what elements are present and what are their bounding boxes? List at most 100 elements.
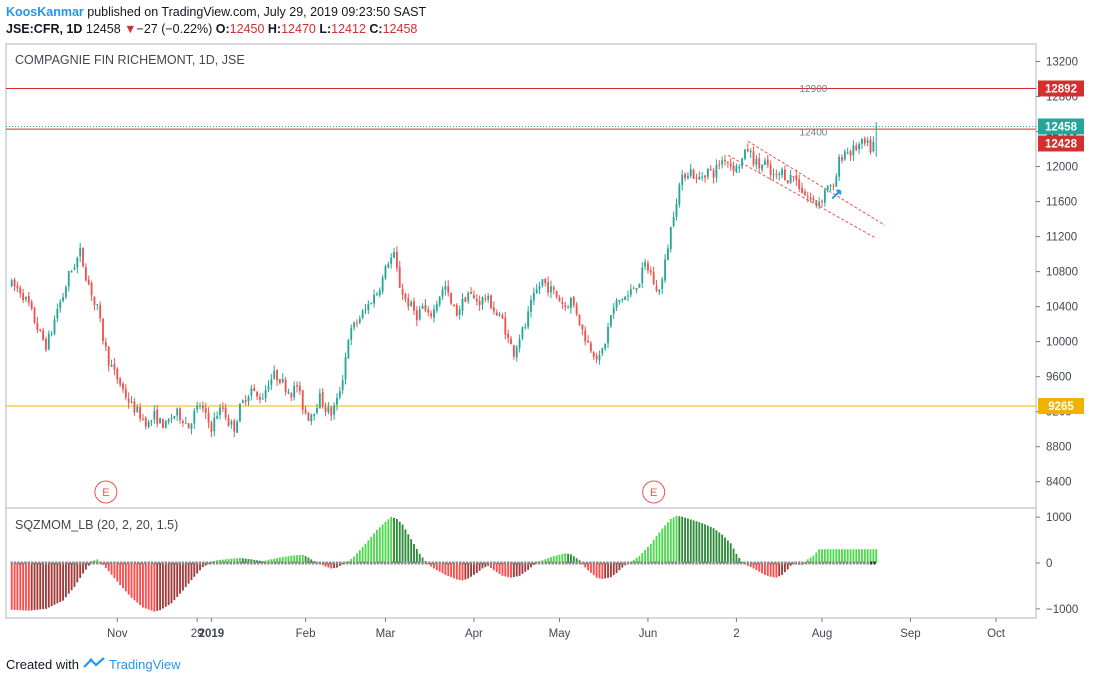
- candle-body: [53, 319, 56, 334]
- momentum-bar: [410, 539, 413, 563]
- momentum-bar: [738, 557, 741, 563]
- squeeze-dot: [558, 561, 561, 565]
- momentum-bar: [67, 563, 70, 594]
- candle-body: [207, 413, 210, 423]
- momentum-bar: [843, 549, 846, 563]
- price-label-text-3: 9265: [1048, 401, 1074, 413]
- squeeze-dot: [421, 561, 424, 565]
- candle-body: [521, 327, 524, 339]
- candle-body: [575, 304, 578, 315]
- close-label: C:: [369, 22, 383, 36]
- momentum-bar: [276, 558, 278, 563]
- tradingview-brand-link[interactable]: TradingView: [108, 657, 181, 672]
- momentum-bar: [167, 563, 170, 606]
- candle-body: [741, 158, 744, 167]
- squeeze-dot: [575, 561, 578, 565]
- candle-body: [159, 418, 161, 424]
- squeeze-dot: [304, 561, 308, 565]
- momentum-bar: [564, 553, 567, 563]
- squeeze-dot: [489, 561, 493, 565]
- candle-body: [704, 175, 706, 178]
- squeeze-dot: [613, 561, 616, 565]
- squeeze-dot: [222, 561, 226, 565]
- squeeze-dot: [144, 561, 147, 565]
- squeeze-dot: [859, 561, 863, 565]
- time-tick-label: Oct: [987, 628, 1006, 640]
- squeeze-dot: [185, 561, 188, 565]
- squeeze-dot: [462, 561, 465, 565]
- candle-body: [815, 200, 818, 206]
- squeeze-dot: [31, 561, 34, 565]
- indicator-title: SQZMOM_LB (20, 2, 20, 1.5): [15, 518, 178, 532]
- candle-body: [253, 387, 256, 391]
- candle-body: [307, 412, 310, 421]
- candle-body: [584, 330, 587, 342]
- squeeze-dot: [332, 561, 335, 565]
- tradingview-logo-icon[interactable]: [83, 657, 105, 672]
- squeeze-dot: [58, 561, 61, 565]
- price-chart[interactable]: 12900 12400 E E: [6, 84, 1036, 504]
- momentum-bar: [398, 521, 401, 563]
- squeeze-dot: [294, 561, 298, 565]
- momentum-bar: [515, 563, 518, 577]
- candle-body: [338, 391, 341, 398]
- momentum-bar: [230, 558, 233, 563]
- momentum-bar: [652, 539, 655, 563]
- squeeze-dot: [702, 561, 705, 565]
- squeeze-dot: [500, 561, 503, 565]
- author-link[interactable]: KoosKanmar: [6, 5, 84, 19]
- candle-body: [144, 417, 147, 427]
- momentum-bar: [849, 549, 852, 563]
- momentum-bar: [113, 563, 116, 579]
- squeeze-dot: [626, 561, 630, 565]
- squeeze-dot: [349, 561, 352, 565]
- time-tick-label: Aug: [812, 628, 832, 640]
- squeeze-dot: [459, 561, 462, 565]
- momentum-bar: [30, 563, 33, 611]
- candle-body: [10, 280, 13, 287]
- momentum-bar: [809, 557, 812, 563]
- squeeze-dot: [801, 561, 804, 565]
- price-tick-label: 10800: [1046, 267, 1078, 279]
- squeeze-dot: [469, 561, 472, 565]
- squeeze-dot: [671, 561, 674, 565]
- momentum-bar: [649, 543, 652, 563]
- momentum-bar: [484, 563, 487, 568]
- squeeze-dot: [157, 561, 161, 565]
- momentum-chart[interactable]: [10, 515, 878, 612]
- squeeze-dot: [78, 561, 82, 565]
- candle-body: [684, 173, 686, 179]
- squeeze-dot: [777, 561, 780, 565]
- squeeze-dot: [363, 561, 366, 565]
- squeeze-dot: [133, 561, 137, 565]
- squeeze-dot: [44, 561, 48, 565]
- squeeze-dot: [325, 561, 328, 565]
- squeeze-dot: [359, 561, 363, 565]
- squeeze-dot: [784, 561, 787, 565]
- squeeze-dot: [609, 561, 613, 565]
- momentum-bar: [595, 563, 598, 578]
- momentum-bar: [495, 563, 498, 573]
- squeeze-dot: [431, 561, 435, 565]
- candle-body: [558, 297, 561, 302]
- squeeze-dot: [602, 561, 606, 565]
- momentum-bar: [467, 563, 470, 579]
- squeeze-dot: [739, 561, 743, 565]
- squeeze-dot: [137, 561, 140, 565]
- squeeze-dot: [637, 561, 640, 565]
- momentum-bar: [724, 537, 726, 563]
- candle-body: [738, 166, 741, 168]
- momentum-bar: [390, 516, 393, 563]
- squeeze-dot: [684, 561, 688, 565]
- momentum-bar: [684, 517, 686, 563]
- squeeze-dot: [832, 561, 835, 565]
- momentum-bar: [669, 519, 672, 563]
- candle-body: [712, 170, 715, 178]
- momentum-bar: [278, 557, 281, 563]
- time-tick-label: Apr: [465, 628, 483, 640]
- candle-body: [783, 169, 786, 181]
- candle-body: [866, 140, 869, 143]
- momentum-bar: [296, 555, 298, 563]
- momentum-bar: [142, 563, 144, 608]
